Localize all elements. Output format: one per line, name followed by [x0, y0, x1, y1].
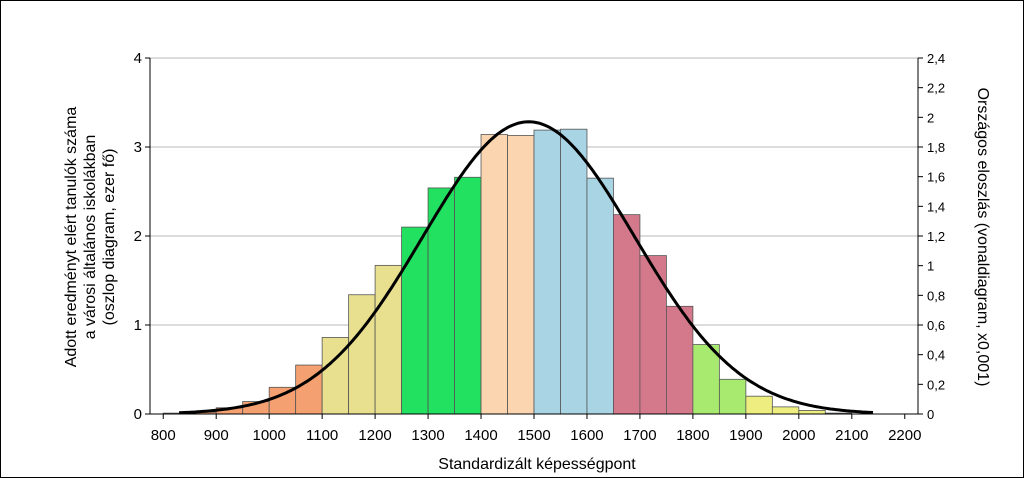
right-tick-label: 1,6 — [927, 170, 945, 185]
x-tick-label: 1800 — [676, 427, 709, 444]
right-tick-label: 2,4 — [927, 51, 945, 66]
x-tick-label: 1900 — [729, 427, 762, 444]
right-tick-label: 1,4 — [927, 199, 945, 214]
left-axis-title-line-1: Adott eredményt elért tanulók száma — [63, 107, 80, 368]
right-tick-label: 1,2 — [927, 229, 945, 244]
x-tick-label: 1500 — [517, 427, 550, 444]
bar-1525 — [533, 129, 561, 415]
distribution-curve — [179, 120, 874, 415]
left-tick-label: 4 — [134, 50, 142, 67]
right-tick-label: 0,8 — [927, 288, 945, 303]
x-tick-label: 2200 — [888, 427, 921, 444]
right-tick-label: 0 — [927, 407, 934, 422]
x-tick-label: 2100 — [835, 427, 868, 444]
bar-1925 — [745, 395, 773, 415]
x-axis-title: Standardizált képességpont — [438, 456, 636, 473]
bar-1625 — [586, 177, 614, 415]
x-tick-label: 900 — [204, 427, 229, 444]
bar-1975 — [771, 406, 800, 415]
bar-1825 — [692, 344, 720, 415]
right-tick-label: 0,4 — [927, 348, 945, 363]
left-axis-title-line-3: (oszlop diagram, ezer fő) — [101, 149, 118, 326]
bar-1875 — [718, 378, 747, 415]
right-tick-label: 1,8 — [927, 140, 945, 155]
left-tick-label: 1 — [134, 317, 142, 334]
right-tick-label: 1 — [927, 259, 934, 274]
right-tick-label: 0,6 — [927, 318, 945, 333]
bar-1575 — [560, 128, 588, 415]
x-tick-label: 1600 — [570, 427, 603, 444]
right-tick-label: 2 — [927, 110, 934, 125]
right-tick-label: 2,2 — [927, 81, 945, 96]
right-axis-title-text: Országos eloszlás (vonaldiagram, x0,001) — [974, 88, 991, 387]
x-tick-label: 1400 — [464, 427, 497, 444]
bar-1275 — [401, 226, 429, 415]
tick-labels: 0 1 2 3 4 0 0,2 0,4 0,6 0,8 1 1,2 1,4 1,6 1,8 2 2,2 2,4 80… — [134, 50, 945, 444]
right-tick-label: 0,2 — [927, 377, 945, 392]
x-tick-label: 1000 — [252, 427, 285, 444]
bar-1725 — [639, 255, 667, 415]
bar-1225 — [374, 264, 402, 415]
right-axis-title: Országos eloszlás (vonaldiagram, x0,001) — [974, 88, 991, 387]
bar-2025 — [798, 410, 826, 415]
left-tick-label: 2 — [134, 228, 142, 245]
axes — [145, 57, 923, 419]
x-tick-label: 2000 — [782, 427, 815, 444]
bar-1375 — [454, 176, 482, 415]
left-tick-label: 0 — [134, 406, 142, 423]
left-axis-title-line-2: a városi általános iskolákban — [82, 135, 99, 340]
bars — [162, 128, 853, 415]
bar-1675 — [613, 214, 641, 415]
left-axis-title: Adott eredményt elért tanulók száma a vá… — [63, 107, 118, 368]
bar-1175 — [348, 294, 376, 415]
x-tick-label: 1700 — [623, 427, 656, 444]
left-tick-label: 3 — [134, 139, 142, 156]
bar-1475 — [507, 135, 535, 415]
x-tick-label: 800 — [151, 427, 176, 444]
x-tick-label: 1200 — [358, 427, 391, 444]
curve-line — [179, 120, 874, 415]
bar-1425 — [480, 134, 508, 415]
x-tick-label: 1300 — [411, 427, 444, 444]
x-tick-label: 1100 — [306, 427, 338, 444]
